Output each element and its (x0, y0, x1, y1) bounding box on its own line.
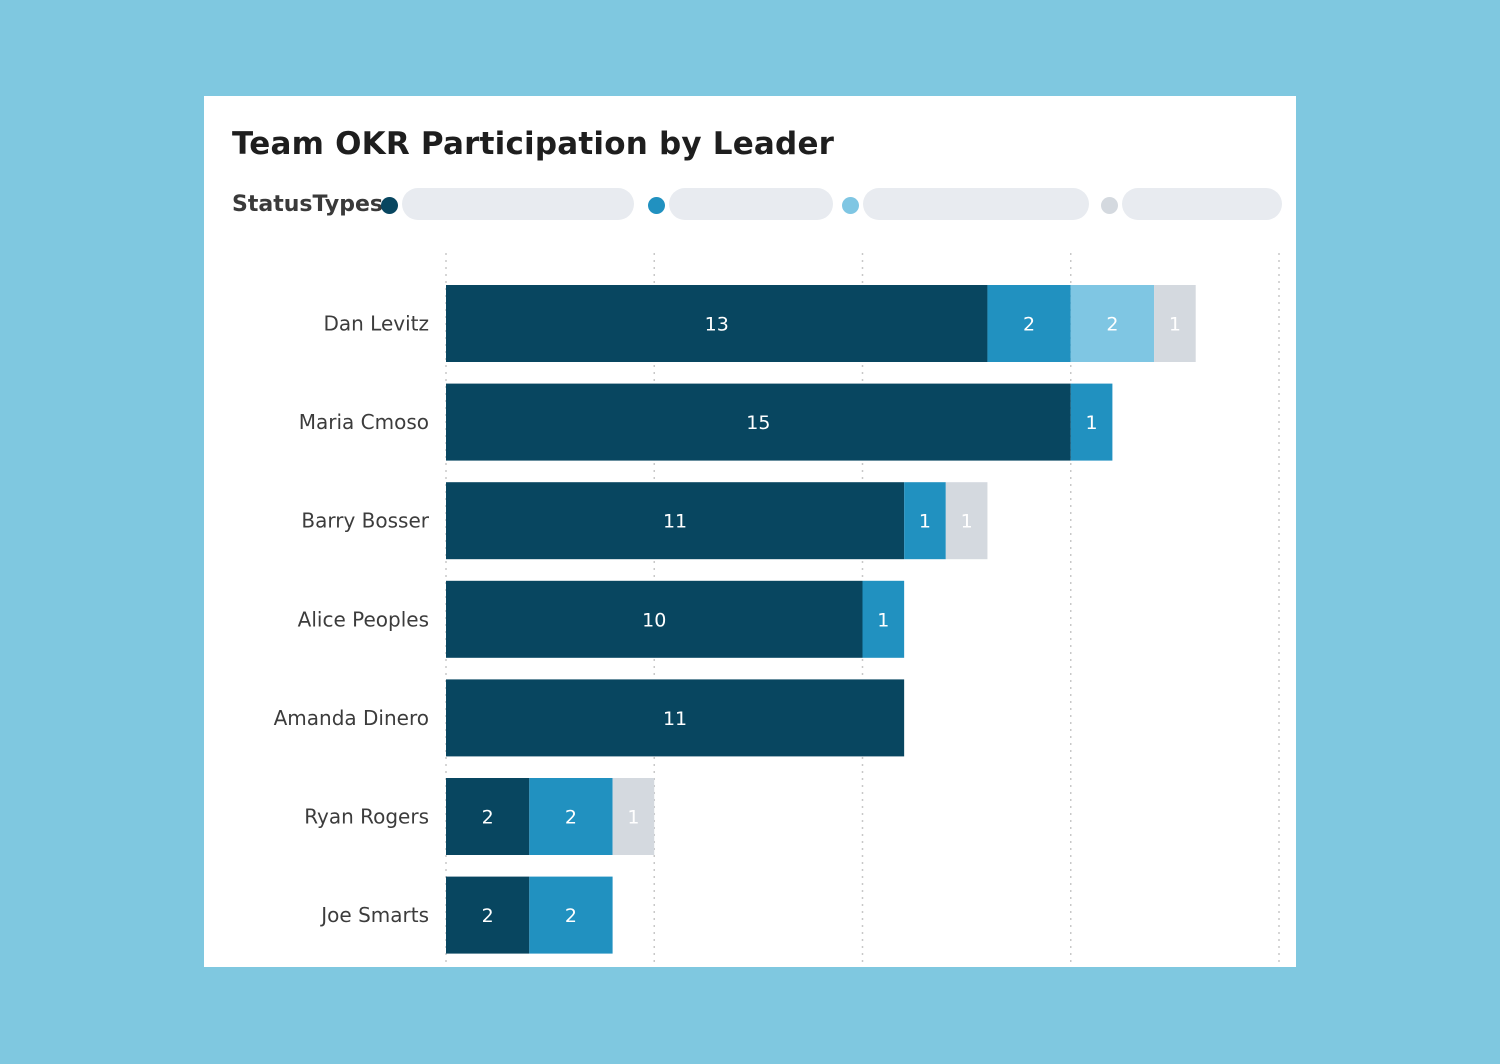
data-label: 2 (482, 905, 494, 927)
legend-dot-4[interactable] (1101, 197, 1118, 214)
data-label: 13 (705, 314, 729, 336)
legend-title: StatusTypes (232, 192, 383, 217)
category-label: Dan Levitz (323, 312, 429, 336)
bar-segment (945, 482, 988, 560)
bar-segment (446, 482, 905, 560)
bar-segment (1070, 285, 1155, 362)
legend-entry-4[interactable] (1122, 188, 1282, 220)
data-label: 2 (1106, 314, 1118, 336)
category-label: Amanda Dinero (274, 706, 429, 730)
bar-segment (1070, 383, 1113, 461)
bar-segment (529, 876, 613, 954)
bar-segment (904, 482, 946, 560)
data-label: 10 (642, 609, 666, 631)
bar-segment (987, 285, 1071, 362)
bar-segment (612, 778, 655, 855)
legend-dot-1[interactable] (381, 197, 398, 214)
category-label: Ryan Rogers (304, 805, 429, 829)
category-label: Alice Peoples (298, 607, 429, 631)
category-label: Joe Smarts (319, 903, 429, 927)
bar-segment (446, 285, 988, 362)
data-label: 1 (919, 511, 931, 533)
bar-chart: Dan Levitz 13 2 2 1 Maria Cmoso 15 1 Barry Bosse… (274, 253, 1280, 967)
data-label: 1 (1169, 314, 1181, 336)
data-label: 1 (1086, 412, 1098, 434)
legend-dot-3[interactable] (842, 197, 859, 214)
data-label: 15 (746, 412, 770, 434)
bar-segment (446, 679, 905, 757)
data-label: 2 (482, 807, 494, 829)
bar-segment (529, 778, 613, 855)
chart-card: Team OKR Participation by Leader StatusT… (204, 96, 1296, 967)
legend-entry-2[interactable] (669, 188, 833, 220)
data-label: 2 (1023, 314, 1035, 336)
legend-entry-3[interactable] (863, 188, 1089, 220)
chart-title: Team OKR Participation by Leader (232, 126, 835, 162)
data-label: 1 (877, 609, 889, 631)
bar-segment (446, 580, 863, 658)
legend-entry-1[interactable] (402, 188, 634, 220)
data-label: 1 (627, 807, 639, 829)
legend-dot-2[interactable] (648, 197, 665, 214)
data-label: 11 (663, 511, 687, 533)
category-label: Barry Bosser (301, 509, 429, 533)
bar-segment (862, 580, 905, 658)
bar-segment (446, 778, 530, 855)
bar-segment (1154, 285, 1196, 362)
bar-segment (446, 383, 1071, 461)
category-label: Maria Cmoso (299, 410, 429, 434)
data-label: 11 (663, 708, 687, 730)
data-label: 2 (565, 905, 577, 927)
data-label: 1 (961, 511, 973, 533)
data-label: 2 (565, 807, 577, 829)
bar-segment (446, 876, 530, 954)
